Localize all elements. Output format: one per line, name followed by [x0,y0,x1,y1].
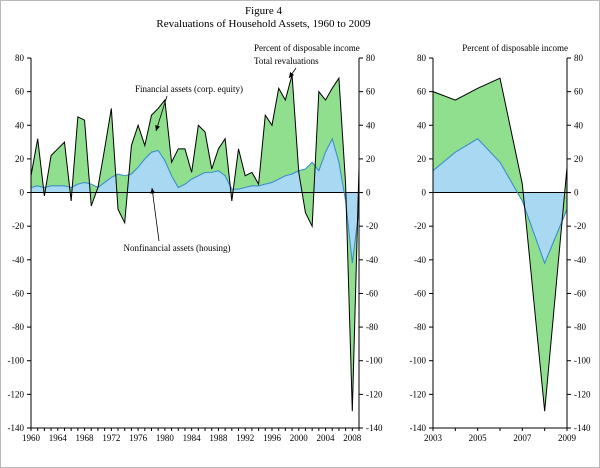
y-tick-label: 80 [366,53,376,63]
y-tick-label: 40 [417,120,427,130]
y-tick-label: 20 [574,154,584,164]
y-tick-label: 20 [366,154,376,164]
x-tick-label: 1964 [49,433,68,443]
x-tick-label: 2008 [343,433,362,443]
y-tick-label: -100 [410,356,427,366]
y-tick-label: -80 [574,322,586,332]
area-financial-assets [31,74,359,412]
annotation-arrow-housing [150,187,160,242]
y-tick-label: 20 [417,154,427,164]
y-tick-label: -40 [574,255,586,265]
annotation-percent_right: Percent of disposable income [462,43,568,53]
line-housing [432,138,568,265]
y-tick-label: 60 [417,87,427,97]
y-tick-label: -100 [8,356,25,366]
y-tick-label: 0 [20,188,25,198]
y-tick-label: -20 [12,221,24,231]
x-tick-label: 2005 [469,433,488,443]
y-tick-label: -140 [410,423,427,433]
area-financial-assets [433,78,567,412]
y-tick-label: -60 [574,288,586,298]
x-tick-label: 1980 [156,433,175,443]
y-tick-label: 80 [15,53,25,63]
x-tick-label: 1988 [209,433,228,443]
figure-caption: Revaluations of Household Assets, 1960 t… [156,18,371,30]
y-tick-label: -20 [366,221,378,231]
y-tick-label: -60 [366,288,378,298]
x-tick-label: 2003 [424,433,443,443]
line-housing [30,137,360,264]
y-tick-label: -120 [366,389,383,399]
figure-title-block: Figure 4 Revaluations of Household Asset… [1,5,526,31]
area-nonfinancial-housing [433,138,567,264]
y-tick-label: -80 [414,322,426,332]
x-tick-label: 1984 [183,433,202,443]
x-tick-label: 2007 [513,433,532,443]
y-tick-label: -60 [414,288,426,298]
y-tick-label: -140 [8,423,25,433]
y-tick-label: -60 [12,288,24,298]
x-tick-label: 1992 [236,433,254,443]
annotation-financial: Financial assets (corp. equity) [135,84,243,94]
y-tick-label: 40 [366,120,376,130]
annotation-arrow-total [288,67,297,79]
annotation-total: Total revaluations [254,56,319,66]
y-tick-label: 60 [574,87,584,97]
y-tick-label: -40 [366,255,378,265]
x-tick-label: 1968 [76,433,95,443]
y-tick-label: -120 [574,389,591,399]
x-tick-label: 1976 [129,433,148,443]
y-tick-label: 80 [417,53,427,63]
y-tick-label: -40 [414,255,426,265]
y-tick-label: -140 [366,423,383,433]
y-tick-label: -120 [8,389,25,399]
y-tick-label: 60 [15,87,25,97]
y-tick-label: -20 [414,221,426,231]
y-tick-label: -140 [574,423,591,433]
figure-number: Figure 4 [245,5,282,17]
y-tick-label: -20 [574,221,586,231]
annotation-housing: Nonfinancial assets (housing) [124,243,231,253]
line-total-revaluations [30,74,360,412]
y-tick-label: 0 [422,188,427,198]
y-tick-label: -100 [574,356,591,366]
y-tick-label: 0 [574,188,579,198]
y-tick-label: -80 [366,322,378,332]
y-tick-label: -80 [12,322,24,332]
x-tick-label: 1996 [263,433,282,443]
y-tick-label: 0 [366,188,371,198]
y-tick-label: 60 [366,87,376,97]
x-tick-label: 2000 [290,433,309,443]
line-total-revaluations [432,77,568,412]
x-tick-label: 2004 [317,433,336,443]
y-tick-label: 20 [15,154,25,164]
x-tick-label: 1972 [102,433,120,443]
y-tick-label: -100 [366,356,383,366]
x-tick-label: 2009 [558,433,577,443]
annotation-percent_left: Percent of disposable income [254,43,360,53]
annotation-arrow-financial [155,95,168,132]
y-tick-label: 40 [15,120,25,130]
y-tick-label: 80 [574,53,584,63]
y-tick-label: -120 [410,389,427,399]
x-tick-label: 1960 [22,433,41,443]
y-tick-label: 40 [574,120,584,130]
y-tick-label: -40 [12,255,24,265]
